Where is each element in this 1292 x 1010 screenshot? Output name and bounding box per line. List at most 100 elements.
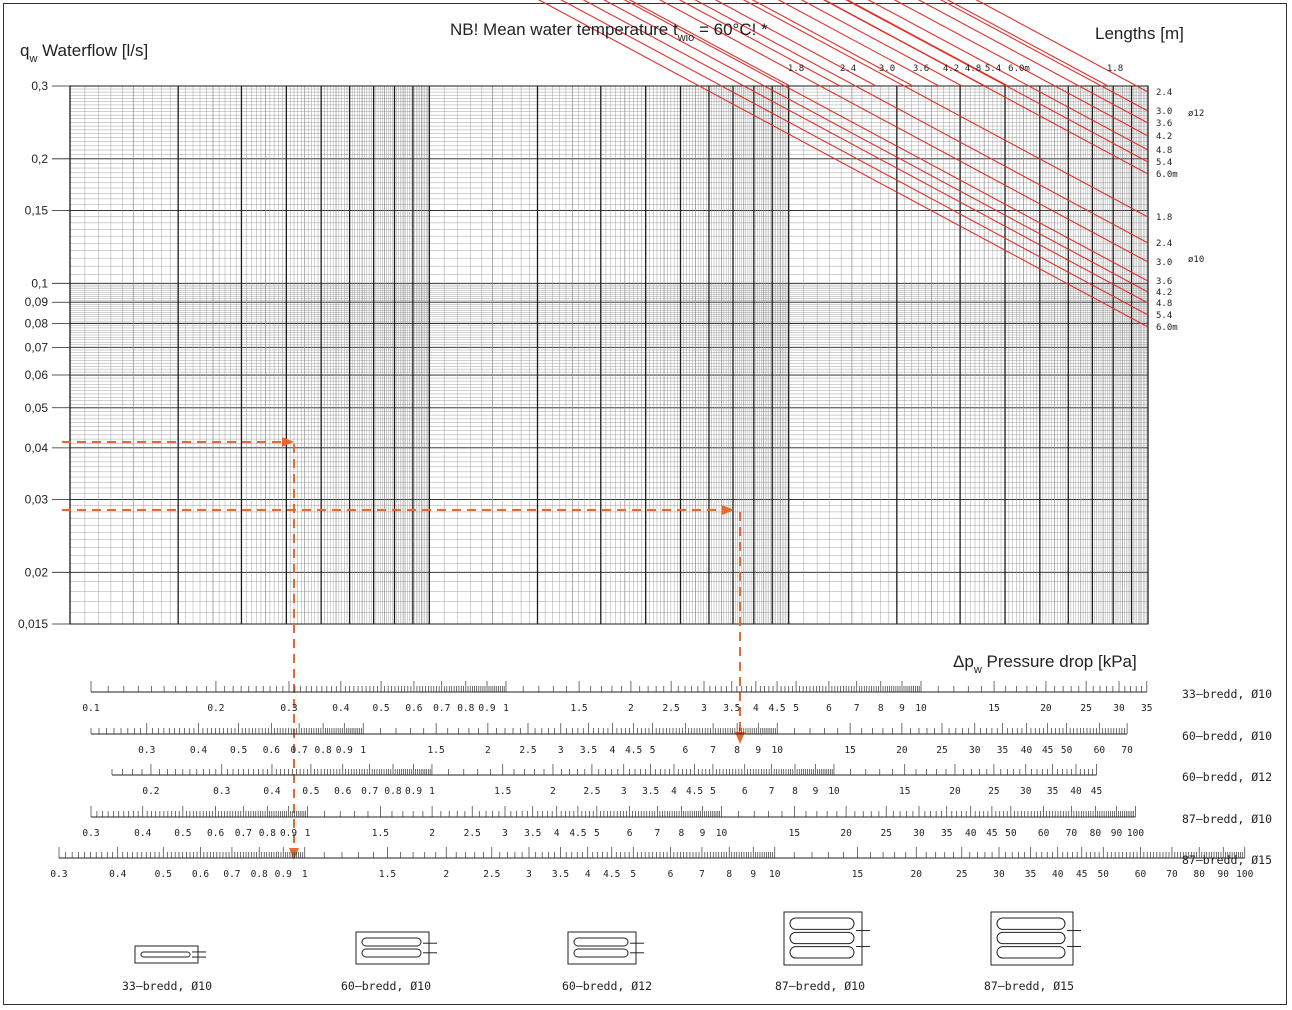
right-length-label: 4.8 (1156, 299, 1172, 309)
scale-tick-label: 0.8 (251, 869, 268, 880)
right-length-label: 5.4 (1156, 311, 1172, 321)
right-length-label: 3.6 (1156, 119, 1172, 129)
scale-tick-label: 9 (899, 703, 905, 714)
scale-tick-label: 0.3 (82, 828, 99, 839)
scale-tick-label: 0.1 (82, 703, 99, 714)
y-tick-label: 0,3 (31, 79, 48, 93)
lengths-label: Lengths [m] (1095, 24, 1184, 43)
scale-tick-label: 0.8 (457, 703, 474, 714)
scale-tick-label: 3 (502, 828, 508, 839)
panel-icon (990, 911, 1074, 966)
scale-tick-label: 6 (742, 786, 748, 797)
scale-tick-label: 70 (1121, 745, 1133, 756)
scale-tick-label: 1.5 (379, 869, 396, 880)
scale-tick-label: 0.9 (280, 828, 297, 839)
chart-frame (3, 3, 1287, 1005)
scale-tick-label: 20 (949, 786, 961, 797)
scale-tick-label: 8 (734, 745, 740, 756)
scale-tick-label: 0.2 (142, 786, 159, 797)
panel-label: 87–bredd, Ø15 (984, 979, 1074, 993)
scale-label: 87–bredd, Ø10 (1182, 812, 1272, 826)
scale-tick-label: 3.5 (642, 786, 659, 797)
panel-pipe (996, 931, 1066, 945)
panel-pipe (996, 946, 1066, 959)
panel-icon (355, 931, 430, 965)
scale-tick-label: 2.5 (663, 703, 680, 714)
flow-curve (893, 0, 1149, 137)
scale-tick-label: 0.3 (213, 786, 230, 797)
panel-pipe (140, 951, 191, 958)
scale-tick-label: 40 (1052, 869, 1064, 880)
right-length-label: 3.0 (1156, 107, 1172, 117)
scale-tick-label: 10 (716, 828, 728, 839)
scale-label: 60–bredd, Ø12 (1182, 770, 1272, 784)
scale-tick-label: 40 (965, 828, 977, 839)
scale-tick-label: 0.5 (302, 786, 319, 797)
group-label: ø10 (1188, 255, 1204, 265)
scale-tick-label: 4.5 (686, 786, 703, 797)
right-length-label: 2.4 (1156, 239, 1172, 249)
scale-tick-label: 2.5 (464, 828, 481, 839)
scale-tick-label: 3.5 (552, 869, 569, 880)
scale-tick-label: 8 (792, 786, 798, 797)
scale-tick-label: 7 (699, 869, 705, 880)
top-length-label: 5.4 (985, 64, 1001, 74)
scale-tick-label: 4.5 (768, 703, 785, 714)
scale-tick-label: 100 (1127, 828, 1144, 839)
scale-tick-label: 50 (1061, 745, 1073, 756)
scale-tick-label: 5 (793, 703, 799, 714)
scale-tick-label: 60 (1038, 828, 1050, 839)
scale-tick-label: 0.6 (334, 786, 351, 797)
scale-tick-label: 0.8 (315, 745, 332, 756)
scale-tick-label: 2.5 (483, 869, 500, 880)
scale-tick-label: 2 (443, 869, 449, 880)
scale-tick-label: 0.3 (138, 745, 155, 756)
scale-tick-label: 2 (485, 745, 491, 756)
scale-tick-label: 0.3 (50, 869, 67, 880)
scale-tick-label: 6 (668, 869, 674, 880)
scale-tick-label: 25 (956, 869, 967, 880)
flow-curve (917, 0, 1149, 124)
scale-tick-label: 4.5 (569, 828, 586, 839)
scale-tick-label: 9 (813, 786, 819, 797)
top-length-label: 3.6 (913, 64, 929, 74)
scale-tick-label: 6 (683, 745, 689, 756)
panel-pipe (361, 937, 422, 947)
flow-curve (623, 0, 1149, 282)
scale-tick-label: 15 (899, 786, 910, 797)
flow-curve (751, 0, 914, 87)
flow-curve (694, 0, 1149, 244)
scale-tick-label: 0.5 (155, 869, 172, 880)
example-arrows (62, 437, 745, 860)
right-length-label: 6.0m (1156, 323, 1178, 333)
scale-tick-label: 100 (1236, 869, 1253, 880)
scale-tick-label: 90 (1218, 869, 1230, 880)
scale-tick-label: 1 (302, 869, 308, 880)
panel-pipe (789, 931, 855, 945)
scale-tick-label: 0.7 (223, 869, 240, 880)
scale-tick-label: 45 (1042, 745, 1053, 756)
chart-title: NB! Mean water temperature twio = 60°C! … (450, 20, 768, 44)
flow-curve (777, 0, 940, 87)
scale-tick-label: 20 (911, 869, 923, 880)
scale-tick-label: 15 (988, 703, 999, 714)
scale-tick-label: 10 (772, 745, 784, 756)
arrow-head (282, 437, 294, 447)
scale-tick-label: 1.5 (570, 703, 587, 714)
scale-tick-label: 0.4 (263, 786, 280, 797)
scale-tick-label: 2.5 (519, 745, 536, 756)
panel-pipe (789, 917, 855, 930)
scale-tick-label: 70 (1166, 869, 1178, 880)
scale-tick-label: 4 (753, 703, 759, 714)
right-length-label: 1.8 (1156, 213, 1172, 223)
scale-tick-label: 15 (852, 869, 863, 880)
chart-curves (537, 0, 1149, 328)
scale-tick-label: 0.9 (405, 786, 422, 797)
scale-tick-label: 5 (594, 828, 600, 839)
scale-tick-label: 9 (700, 828, 706, 839)
scale-tick-label: 40 (1070, 786, 1082, 797)
flow-curve (678, 0, 841, 87)
scale-tick-label: 3 (621, 786, 627, 797)
scale-tick-label: 4 (610, 745, 616, 756)
scale-tick-label: 3.5 (580, 745, 597, 756)
